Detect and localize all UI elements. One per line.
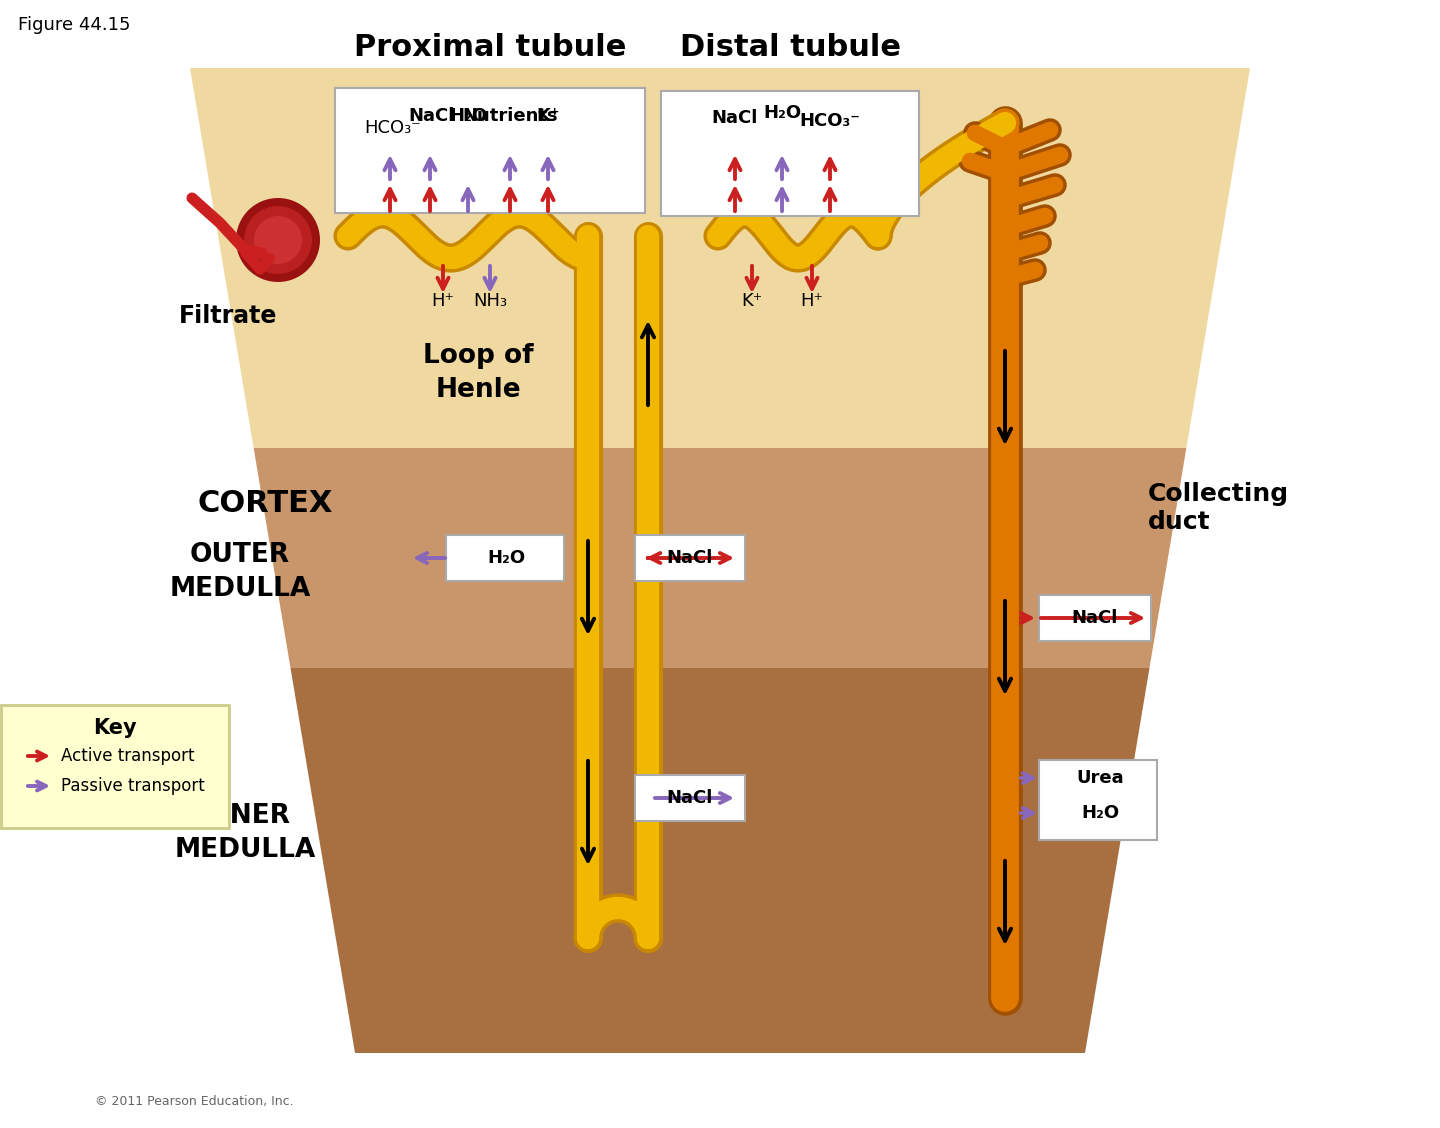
Text: Urea: Urea bbox=[1076, 769, 1123, 787]
Circle shape bbox=[236, 199, 320, 282]
Text: Collecting
duct: Collecting duct bbox=[1148, 482, 1289, 534]
Text: K⁺: K⁺ bbox=[536, 107, 560, 125]
Text: Key: Key bbox=[94, 719, 137, 738]
Bar bbox=[0, 0, 1440, 68]
FancyBboxPatch shape bbox=[1040, 760, 1156, 840]
FancyBboxPatch shape bbox=[336, 88, 645, 212]
Text: NaCl: NaCl bbox=[409, 107, 455, 125]
FancyBboxPatch shape bbox=[446, 535, 564, 581]
Circle shape bbox=[253, 215, 302, 264]
Text: H₂O: H₂O bbox=[763, 104, 801, 122]
Text: Loop of
Henle: Loop of Henle bbox=[423, 343, 533, 403]
FancyBboxPatch shape bbox=[635, 775, 744, 821]
Text: Proximal tubule: Proximal tubule bbox=[354, 34, 626, 62]
Text: INNER
MEDULLA: INNER MEDULLA bbox=[174, 803, 315, 863]
Text: H₂O: H₂O bbox=[487, 549, 526, 567]
Text: Nutrients: Nutrients bbox=[462, 107, 557, 125]
Text: NH₃: NH₃ bbox=[472, 292, 507, 310]
Text: Passive transport: Passive transport bbox=[60, 777, 204, 795]
Text: Filtrate: Filtrate bbox=[179, 305, 276, 328]
Text: NaCl: NaCl bbox=[667, 788, 713, 807]
FancyBboxPatch shape bbox=[1040, 594, 1151, 641]
Text: H₂O: H₂O bbox=[1081, 804, 1119, 822]
Text: H⁺: H⁺ bbox=[801, 292, 824, 310]
Polygon shape bbox=[291, 668, 1149, 1054]
Text: NaCl: NaCl bbox=[667, 549, 713, 567]
Text: H⁺: H⁺ bbox=[432, 292, 455, 310]
Text: Active transport: Active transport bbox=[60, 747, 194, 765]
Text: HCO₃⁻: HCO₃⁻ bbox=[799, 112, 861, 130]
Text: Figure 44.15: Figure 44.15 bbox=[17, 16, 131, 34]
Text: OUTER
MEDULLA: OUTER MEDULLA bbox=[170, 541, 311, 602]
Bar bbox=[0, 1054, 1440, 1128]
Polygon shape bbox=[190, 68, 1250, 448]
Text: NaCl: NaCl bbox=[1071, 609, 1119, 627]
Text: H₂O: H₂O bbox=[449, 107, 487, 125]
Text: © 2011 Pearson Education, Inc.: © 2011 Pearson Education, Inc. bbox=[95, 1095, 294, 1108]
Text: K⁺: K⁺ bbox=[742, 292, 763, 310]
FancyBboxPatch shape bbox=[1, 705, 229, 828]
Polygon shape bbox=[253, 448, 1187, 668]
Text: Distal tubule: Distal tubule bbox=[680, 34, 900, 62]
Circle shape bbox=[243, 206, 312, 274]
Text: HCO₃⁻: HCO₃⁻ bbox=[364, 118, 422, 136]
FancyBboxPatch shape bbox=[661, 90, 919, 215]
Text: NaCl: NaCl bbox=[711, 109, 759, 127]
FancyBboxPatch shape bbox=[635, 535, 744, 581]
Text: CORTEX: CORTEX bbox=[197, 488, 333, 518]
